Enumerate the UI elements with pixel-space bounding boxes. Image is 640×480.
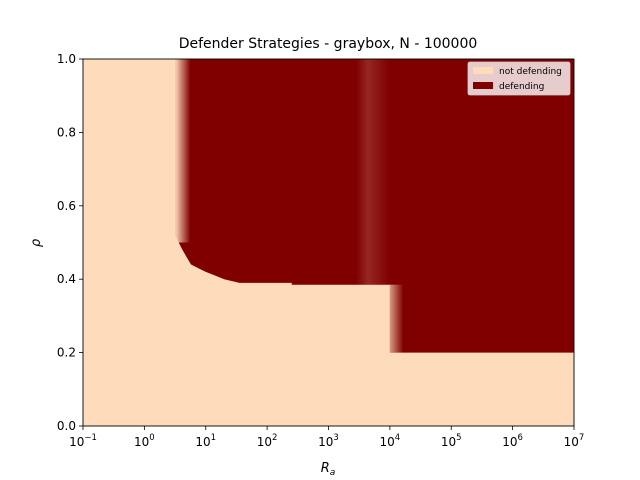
- legend-swatch-defending: [473, 82, 493, 89]
- x-tick-label: 10−1: [69, 433, 97, 449]
- x-tick-label: 102: [257, 433, 278, 449]
- plot-area: [83, 59, 574, 426]
- legend-swatch-not-defending: [473, 67, 493, 74]
- x-tick-label: 100: [134, 433, 155, 449]
- boundary-fade-lower: [389, 284, 404, 353]
- legend-box: [467, 61, 571, 96]
- y-tick-label: 0.8: [57, 125, 76, 139]
- y-tick-label: 0.4: [57, 272, 76, 286]
- x-tick-label: 105: [441, 433, 462, 449]
- y-axis-label: ρ: [29, 238, 44, 247]
- y-tick-label: 0.0: [57, 419, 76, 433]
- legend: not defending defending: [467, 61, 571, 96]
- x-axis-label: Ra: [321, 461, 336, 478]
- legend-label-not-defending: not defending: [499, 67, 562, 77]
- x-tick-label: 106: [502, 433, 523, 449]
- x-tick-label: 107: [564, 433, 585, 449]
- chart-title: Defender Strategies - graybox, N - 10000…: [179, 36, 478, 52]
- x-tick-label: 103: [318, 433, 339, 449]
- y-axis: 0.0 0.2 0.4 0.6 0.8 1.0: [57, 52, 83, 433]
- x-tick-label: 101: [195, 433, 216, 449]
- x-tick-label: 104: [380, 433, 401, 449]
- y-tick-label: 1.0: [57, 52, 76, 66]
- y-tick-label: 0.2: [57, 346, 76, 360]
- boundary-fade-middle: [356, 59, 390, 285]
- legend-label-defending: defending: [499, 82, 544, 92]
- boundary-fade-left: [175, 59, 191, 243]
- y-tick-label: 0.6: [57, 199, 76, 213]
- x-axis: 10−1 100 101 102 103 104 105 106 107: [69, 426, 584, 449]
